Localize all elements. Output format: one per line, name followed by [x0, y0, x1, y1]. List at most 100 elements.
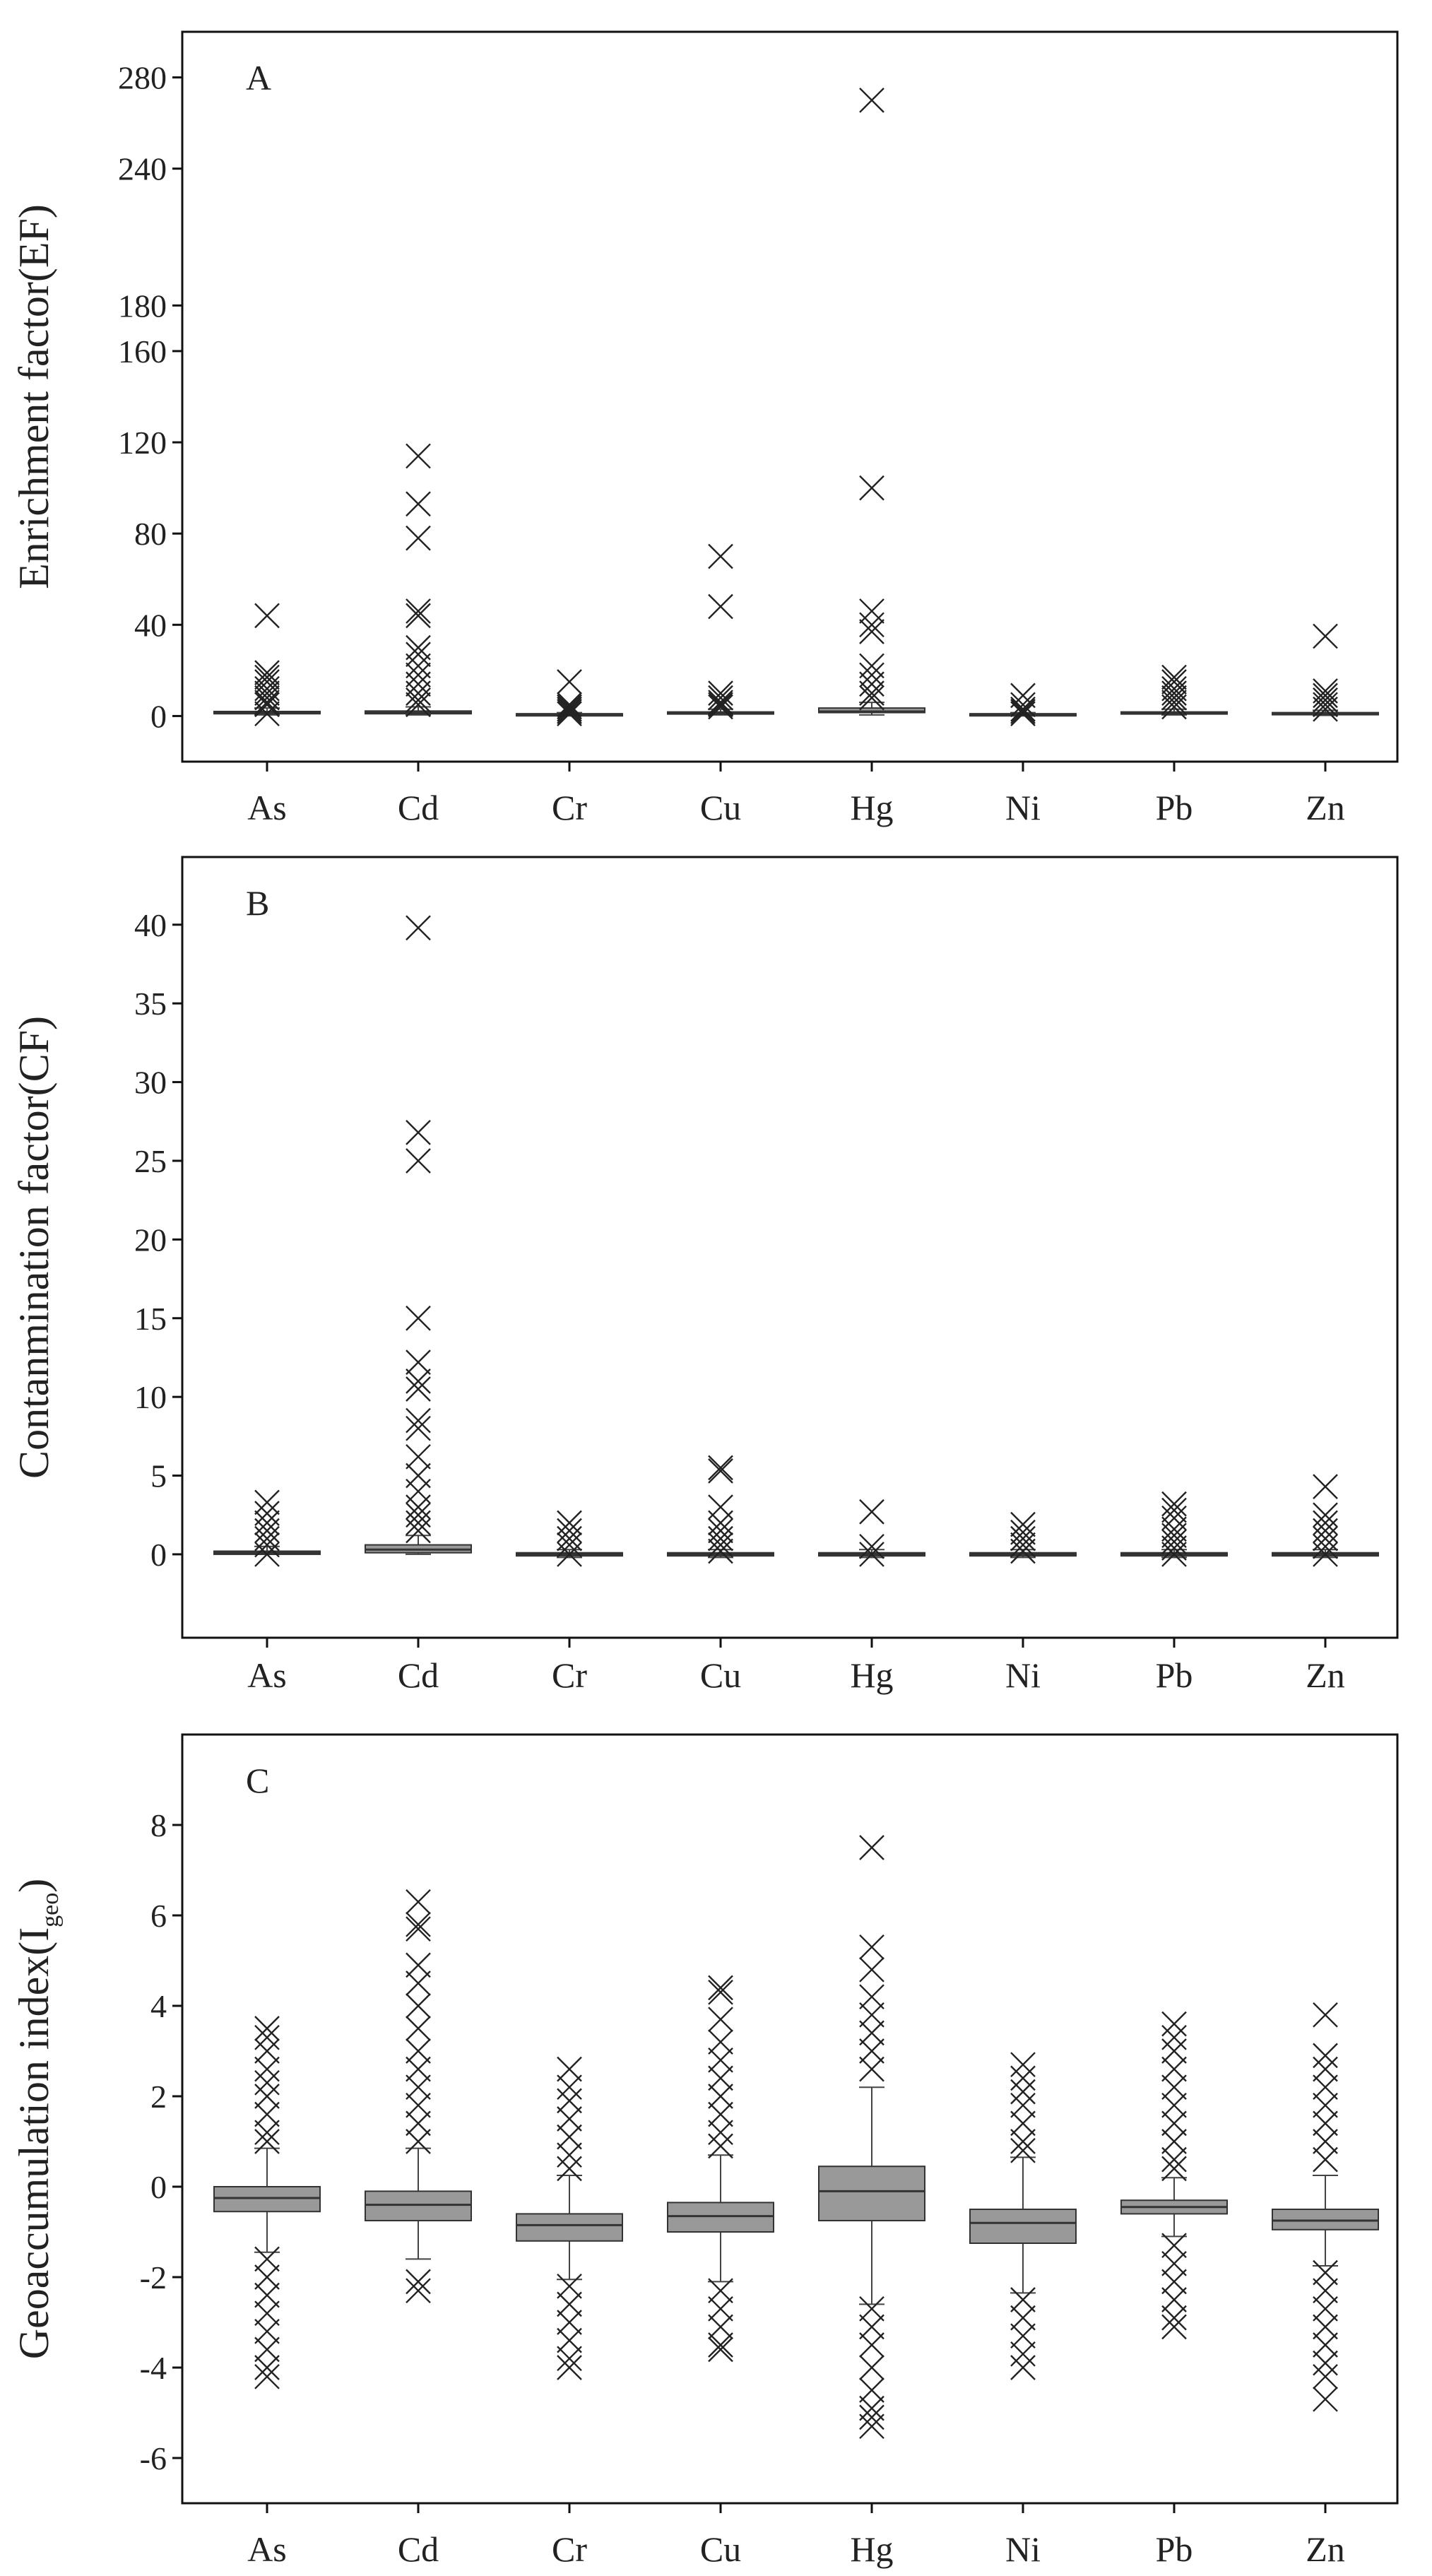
outlier-marker: [1010, 2323, 1036, 2349]
outlier-marker: [254, 680, 280, 707]
box-pb: [1120, 2011, 1228, 2340]
outlier-marker: [708, 2101, 733, 2127]
outlier-marker: [406, 915, 431, 941]
x-tick-label: Hg: [850, 2529, 893, 2569]
outlier-marker: [406, 1443, 431, 1470]
outlier-marker: [406, 692, 431, 718]
outlier-marker: [254, 692, 280, 718]
outlier-marker: [1010, 2110, 1036, 2137]
outlier-marker: [406, 2092, 431, 2118]
x-tick-label: Zn: [1306, 2529, 1345, 2569]
y-tick-label: -6: [140, 2440, 167, 2476]
outlier-marker: [1010, 2052, 1036, 2078]
outlier-marker: [557, 2156, 582, 2182]
outlier-marker: [859, 2404, 884, 2430]
outlier-marker: [406, 1415, 431, 1441]
outlier-marker: [254, 2336, 280, 2363]
y-tick-label: -2: [140, 2259, 167, 2296]
outlier-marker: [254, 1518, 280, 1544]
outlier-marker: [1313, 2278, 1338, 2304]
outlier-marker: [406, 1993, 431, 2019]
outlier-marker: [254, 701, 280, 727]
outlier-marker: [406, 2016, 431, 2041]
y-tick-label: 240: [118, 151, 167, 187]
outlier-marker: [708, 2133, 733, 2159]
x-tick-label: Hg: [850, 788, 893, 827]
panel-label: B: [246, 883, 269, 923]
box-cu: [667, 1975, 774, 2363]
outlier-marker: [1161, 2287, 1187, 2312]
outlier-marker: [557, 696, 582, 722]
box-body: [516, 2213, 623, 2242]
outlier-marker: [557, 2142, 582, 2168]
outlier-marker: [1161, 2092, 1187, 2118]
y-tick-label: -4: [140, 2350, 167, 2386]
outlier-marker: [859, 1956, 884, 1983]
box-cr: [516, 2056, 623, 2380]
outlier-marker: [557, 2346, 582, 2372]
box-cu: [667, 1455, 774, 1564]
outlier-marker: [557, 1518, 582, 1544]
outlier-marker: [254, 2101, 280, 2127]
outlier-marker: [1161, 685, 1187, 711]
outlier-marker: [254, 2084, 280, 2109]
x-tick-label: Zn: [1306, 1655, 1345, 1695]
y-tick-label: 280: [118, 60, 167, 96]
outlier-marker: [1010, 1519, 1036, 1545]
x-tick-label: As: [247, 2529, 287, 2569]
outlier-marker: [254, 2282, 280, 2308]
outlier-marker: [1313, 1542, 1338, 1567]
y-axis-title: Geoaccumulation index(Igeo): [11, 1879, 64, 2360]
outlier-marker: [406, 1510, 431, 1536]
outlier-marker: [406, 2056, 431, 2082]
outlier-marker: [557, 701, 582, 727]
outlier-marker: [406, 1120, 431, 1145]
y-tick-label: 20: [134, 1222, 167, 1258]
outlier-marker: [708, 1979, 733, 2005]
plot-frame: [181, 1733, 1399, 2505]
outlier-marker: [708, 680, 733, 707]
outlier-marker: [406, 2038, 431, 2064]
outlier-marker: [859, 1542, 884, 1567]
outlier-marker: [1161, 2233, 1187, 2259]
outlier-marker: [1161, 1497, 1187, 1523]
outlier-marker: [557, 2106, 582, 2132]
outlier-marker: [557, 2327, 582, 2353]
outlier-marker: [708, 690, 733, 715]
panel-a: A 0 40 80 120 160 180 240 280 Enrichment factor(E…: [11, 30, 1399, 827]
outlier-marker: [406, 1518, 431, 1544]
outlier-marker: [1010, 2129, 1036, 2154]
outlier-marker: [406, 1952, 431, 1978]
y-tick-label: 160: [118, 333, 167, 370]
outlier-marker: [1161, 1505, 1187, 1531]
outlier-marker: [1161, 2250, 1187, 2276]
x-tick-label: Cr: [552, 788, 587, 827]
y-tick-label: 5: [150, 1458, 167, 1494]
x-tick-label: As: [247, 1655, 287, 1695]
y-tick-label: 40: [134, 607, 167, 643]
outlier-marker: [859, 1934, 884, 1960]
box-body: [365, 2190, 472, 2221]
y-tick-label: 120: [118, 425, 167, 461]
outlier-marker: [406, 1971, 431, 1996]
outlier-marker: [254, 2016, 280, 2041]
outlier-marker: [708, 1518, 733, 1544]
outlier-marker: [859, 671, 884, 697]
outlier-marker: [1313, 2332, 1338, 2358]
outlier-marker: [406, 2074, 431, 2101]
y-tick-label: 80: [134, 516, 167, 552]
outlier-marker: [1010, 701, 1036, 727]
outlier-marker: [557, 1532, 582, 1558]
outlier-marker: [254, 2056, 280, 2082]
outlier-marker: [1313, 2386, 1338, 2412]
outlier-marker: [254, 2129, 280, 2154]
box-body: [818, 2166, 925, 2221]
outlier-marker: [1313, 2043, 1338, 2069]
outlier-marker: [406, 1305, 431, 1331]
outlier-marker: [1161, 2056, 1187, 2082]
outlier-marker: [1313, 2296, 1338, 2322]
outlier-marker: [708, 1975, 733, 2001]
outlier-marker: [1010, 699, 1036, 724]
outlier-marker: [1010, 2355, 1036, 2380]
outlier-marker: [859, 598, 884, 624]
